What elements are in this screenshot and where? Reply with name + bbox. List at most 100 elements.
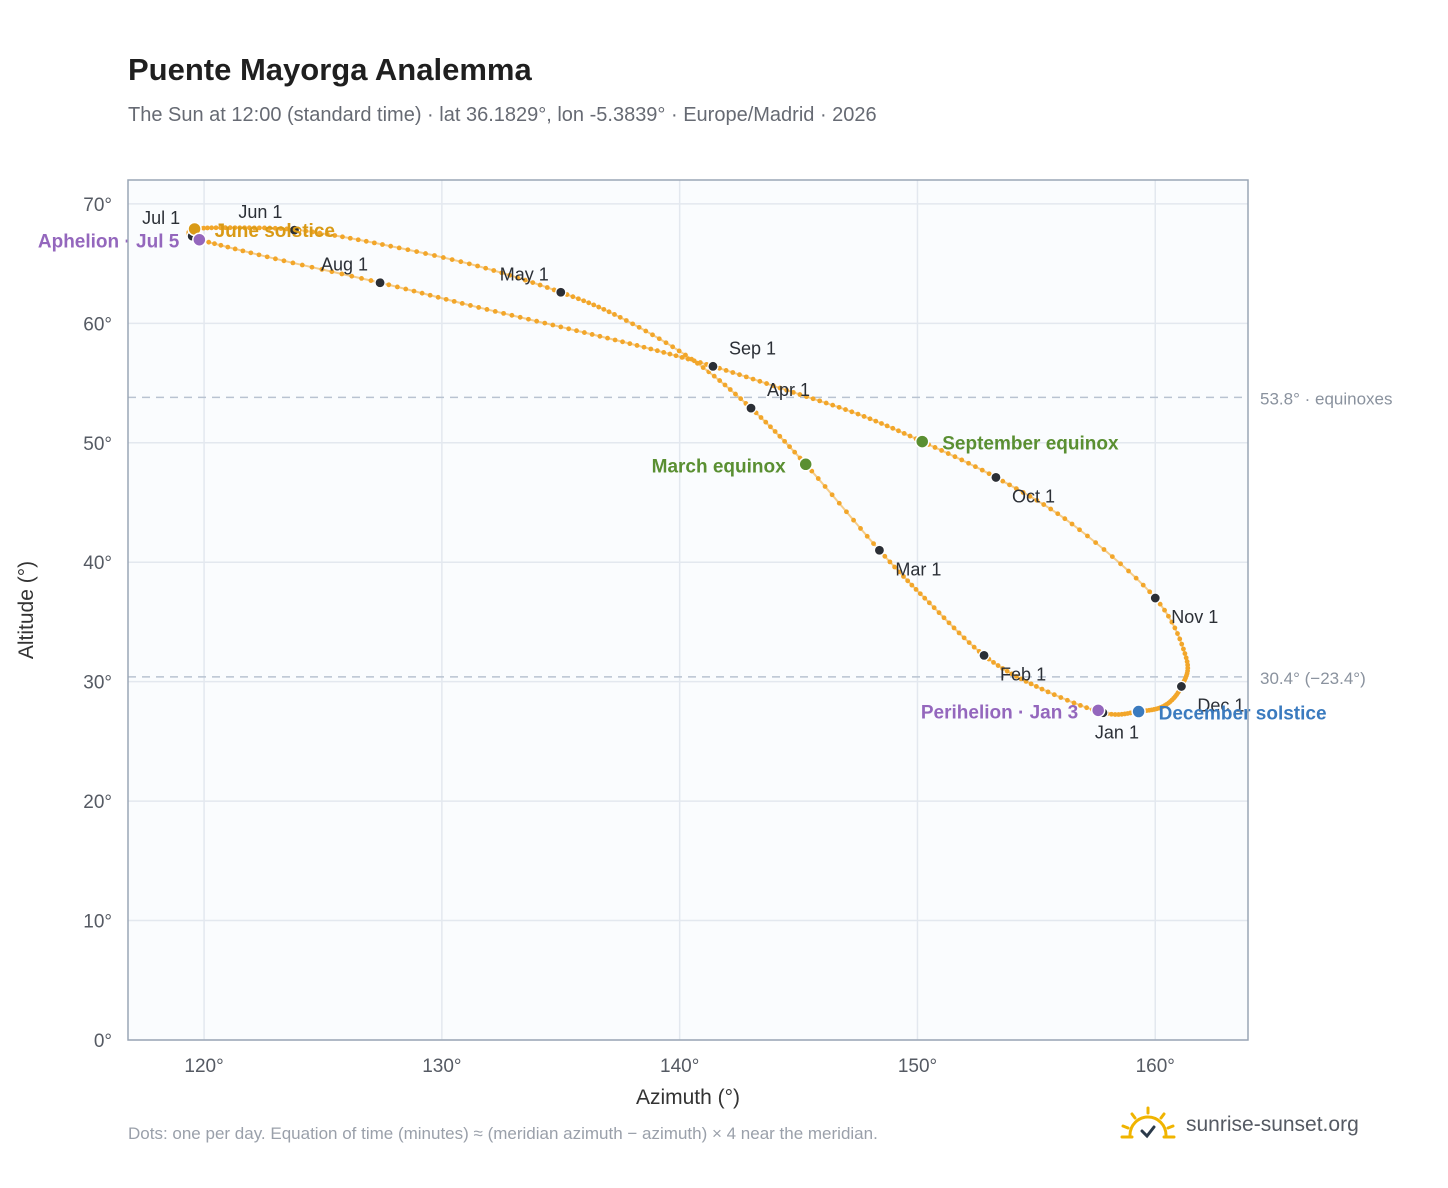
daily-dot [932,445,938,450]
month-dot [707,360,719,372]
daily-dot [319,267,325,272]
daily-dot [648,346,654,352]
daily-dot [273,256,278,262]
daily-dot [1140,582,1146,588]
daily-dot [581,330,587,335]
daily-dot [683,352,688,358]
daily-dot [492,308,498,314]
daily-dot [882,553,888,559]
daily-dot [679,354,685,360]
daily-dot [1069,521,1075,527]
daily-dot [763,419,769,425]
daily-dot [581,298,587,304]
daily-dot [466,261,472,267]
daily-dot [961,635,967,641]
daily-dot [1118,561,1123,567]
footnote: Dots: one per day. Equation of time (min… [128,1124,878,1143]
daily-dot [1084,705,1090,711]
chart-title: Puente Mayorga Analemma [128,52,532,87]
daily-dot [849,409,855,415]
x-tick-label: 150° [898,1056,937,1077]
daily-dot [879,421,884,426]
daily-dot [443,296,449,302]
daily-dot [339,271,345,277]
brand-name: sunrise-sunset.org [1186,1113,1359,1136]
x-tick-label: 120° [184,1056,223,1077]
reference-line-label: 30.4° (−23.4°) [1260,669,1366,688]
reference-lines: 53.8° · equinoxes 30.4° (−23.4°) [128,389,1393,688]
daily-dot [251,225,257,231]
reference-line-label: 53.8° · equinoxes [1260,389,1393,408]
daily-dot [530,280,536,286]
event-label: September equinox [942,434,1119,455]
daily-dot [823,400,829,406]
daily-dot [284,226,290,232]
daily-dot [1028,681,1034,687]
brand-logo[interactable]: sunrise-sunset.org [1118,1100,1359,1150]
daily-dot [1027,493,1033,499]
daily-dot [995,663,1001,668]
daily-dot [864,533,870,539]
daily-dot [764,381,770,386]
daily-dot [815,476,821,481]
daily-dot [411,288,417,294]
daily-dot [1045,689,1051,695]
event-label: Aphelion · Jul 5 [38,232,180,253]
daily-dot [896,428,901,434]
daily-dot [606,309,612,315]
event-label: March equinox [652,456,787,477]
daily-dot [371,240,377,246]
daily-dot [1085,533,1090,539]
daily-dot [650,332,655,338]
daily-dot [347,235,353,241]
daily-dot [1078,702,1083,708]
daily-dot [1018,676,1024,682]
daily-dot [237,225,243,231]
daily-dot [363,238,369,244]
daily-dot [676,348,682,354]
daily-dot [476,305,482,310]
daily-dot [517,314,523,320]
daily-dot [1112,712,1118,717]
daily-dot [931,605,937,611]
daily-dot [829,492,835,498]
daily-dot [627,341,633,347]
daily-dot [212,241,217,247]
axis-ticks: 120° 130° 140° 150° 160° 0° 10° 20° 30° 40° 50° 60°… [83,195,1175,1077]
daily-dot [810,396,816,402]
daily-dot [232,225,238,231]
daily-dot [267,225,273,231]
y-tick-label: 0° [94,1031,112,1052]
daily-dot [1169,619,1175,625]
daily-dot [1000,666,1006,671]
daily-dot [1039,686,1045,692]
daily-dot [222,225,228,231]
daily-dot [1177,636,1183,642]
daily-dot [278,226,284,231]
daily-dot [475,263,480,269]
daily-dot [691,358,697,364]
daily-dot [945,451,951,456]
daily-dot [1183,655,1189,661]
daily-dot [459,301,465,306]
daily-dot [836,500,842,506]
daily-dot [946,620,952,626]
daily-dot [542,320,548,326]
month-label: Nov 1 [1171,607,1218,627]
daily-dot [670,344,676,350]
daily-dot [329,269,335,275]
month-label: Aug 1 [321,255,368,275]
month-dot [990,471,1002,484]
daily-dot [884,423,890,429]
daily-dot [973,464,978,470]
event-dot [1090,703,1106,718]
x-axis-label: Azimuth (°) [636,1086,740,1109]
daily-dot [1116,712,1121,717]
daily-dot [534,318,540,324]
daily-dot [1007,482,1012,488]
daily-dot [340,234,345,240]
daily-dot [830,402,836,408]
daily-dot [905,578,911,584]
daily-dot [722,382,728,388]
